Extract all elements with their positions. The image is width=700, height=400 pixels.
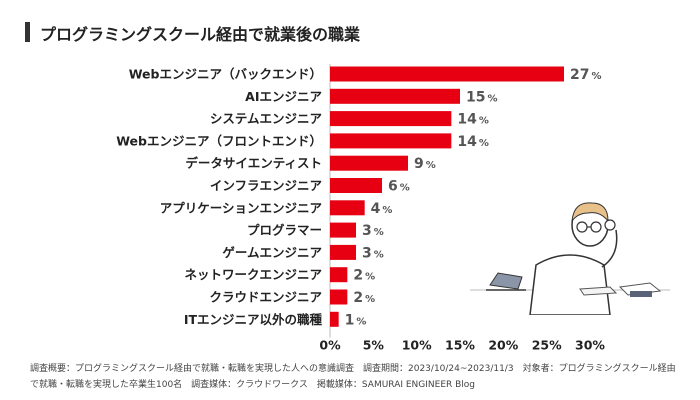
- data-label: 2%: [353, 290, 375, 306]
- category-label: Webエンジニア（バックエンド）: [129, 67, 322, 82]
- category-label: システムエンジニア: [210, 111, 322, 126]
- bar: [330, 244, 356, 260]
- data-label: 14%: [457, 112, 489, 128]
- data-label: 15%: [466, 89, 498, 105]
- category-label: ネットワークエンジニア: [184, 267, 322, 282]
- bar: [330, 200, 365, 216]
- survey-note-line-1: 調査概要：プログラミングスクール経由で就職・転職を実現した人への意識調査 調査期…: [30, 364, 676, 374]
- x-tick-label: 10%: [402, 338, 432, 353]
- bar: [330, 267, 348, 283]
- x-tick-label: 25%: [532, 338, 562, 353]
- x-tick-label: 5%: [363, 338, 385, 353]
- x-tick-label: 0%: [319, 338, 341, 353]
- category-label: Webエンジニア（フロントエンド）: [116, 133, 322, 148]
- bar: [330, 289, 348, 305]
- x-tick-label: 15%: [445, 338, 475, 353]
- thinking-person-illustration: [470, 202, 670, 315]
- survey-note-line-2: で就職・転職を実現した卒業生100名 調査媒体：クラウドワークス 掲載媒体：SA…: [30, 380, 476, 390]
- category-label: データサイエンティスト: [185, 156, 322, 171]
- bar: [330, 311, 339, 327]
- bar: [330, 178, 382, 193]
- bar: [330, 111, 452, 127]
- category-label: インフラエンジニア: [210, 178, 322, 193]
- category-label: クラウドエンジニア: [209, 290, 322, 305]
- bar: [330, 88, 460, 104]
- bar: [330, 155, 408, 171]
- data-label: 3%: [362, 223, 384, 239]
- data-label: 27%: [570, 67, 602, 83]
- data-label: 3%: [362, 245, 384, 261]
- data-label: 2%: [353, 268, 375, 284]
- chart-title: プログラミングスクール経由で就業後の職業: [40, 25, 361, 44]
- data-label: 14%: [457, 134, 489, 150]
- data-label: 1%: [345, 312, 367, 328]
- category-label: ITエンジニア以外の職種: [184, 312, 323, 327]
- data-label: 4%: [371, 201, 393, 217]
- data-label: 6%: [388, 179, 410, 195]
- x-tick-label: 30%: [575, 338, 605, 353]
- category-label: AIエンジニア: [245, 89, 322, 104]
- bar: [330, 222, 356, 238]
- x-tick-label: 20%: [488, 338, 518, 353]
- data-label: 9%: [414, 156, 436, 172]
- bar: [330, 133, 452, 149]
- category-label: ゲームエンジニア: [222, 245, 322, 260]
- bar: [330, 66, 564, 82]
- category-label: プログラマー: [247, 223, 322, 238]
- category-label: アプリケーションエンジニア: [160, 200, 322, 215]
- title-accent-bar: [25, 22, 30, 42]
